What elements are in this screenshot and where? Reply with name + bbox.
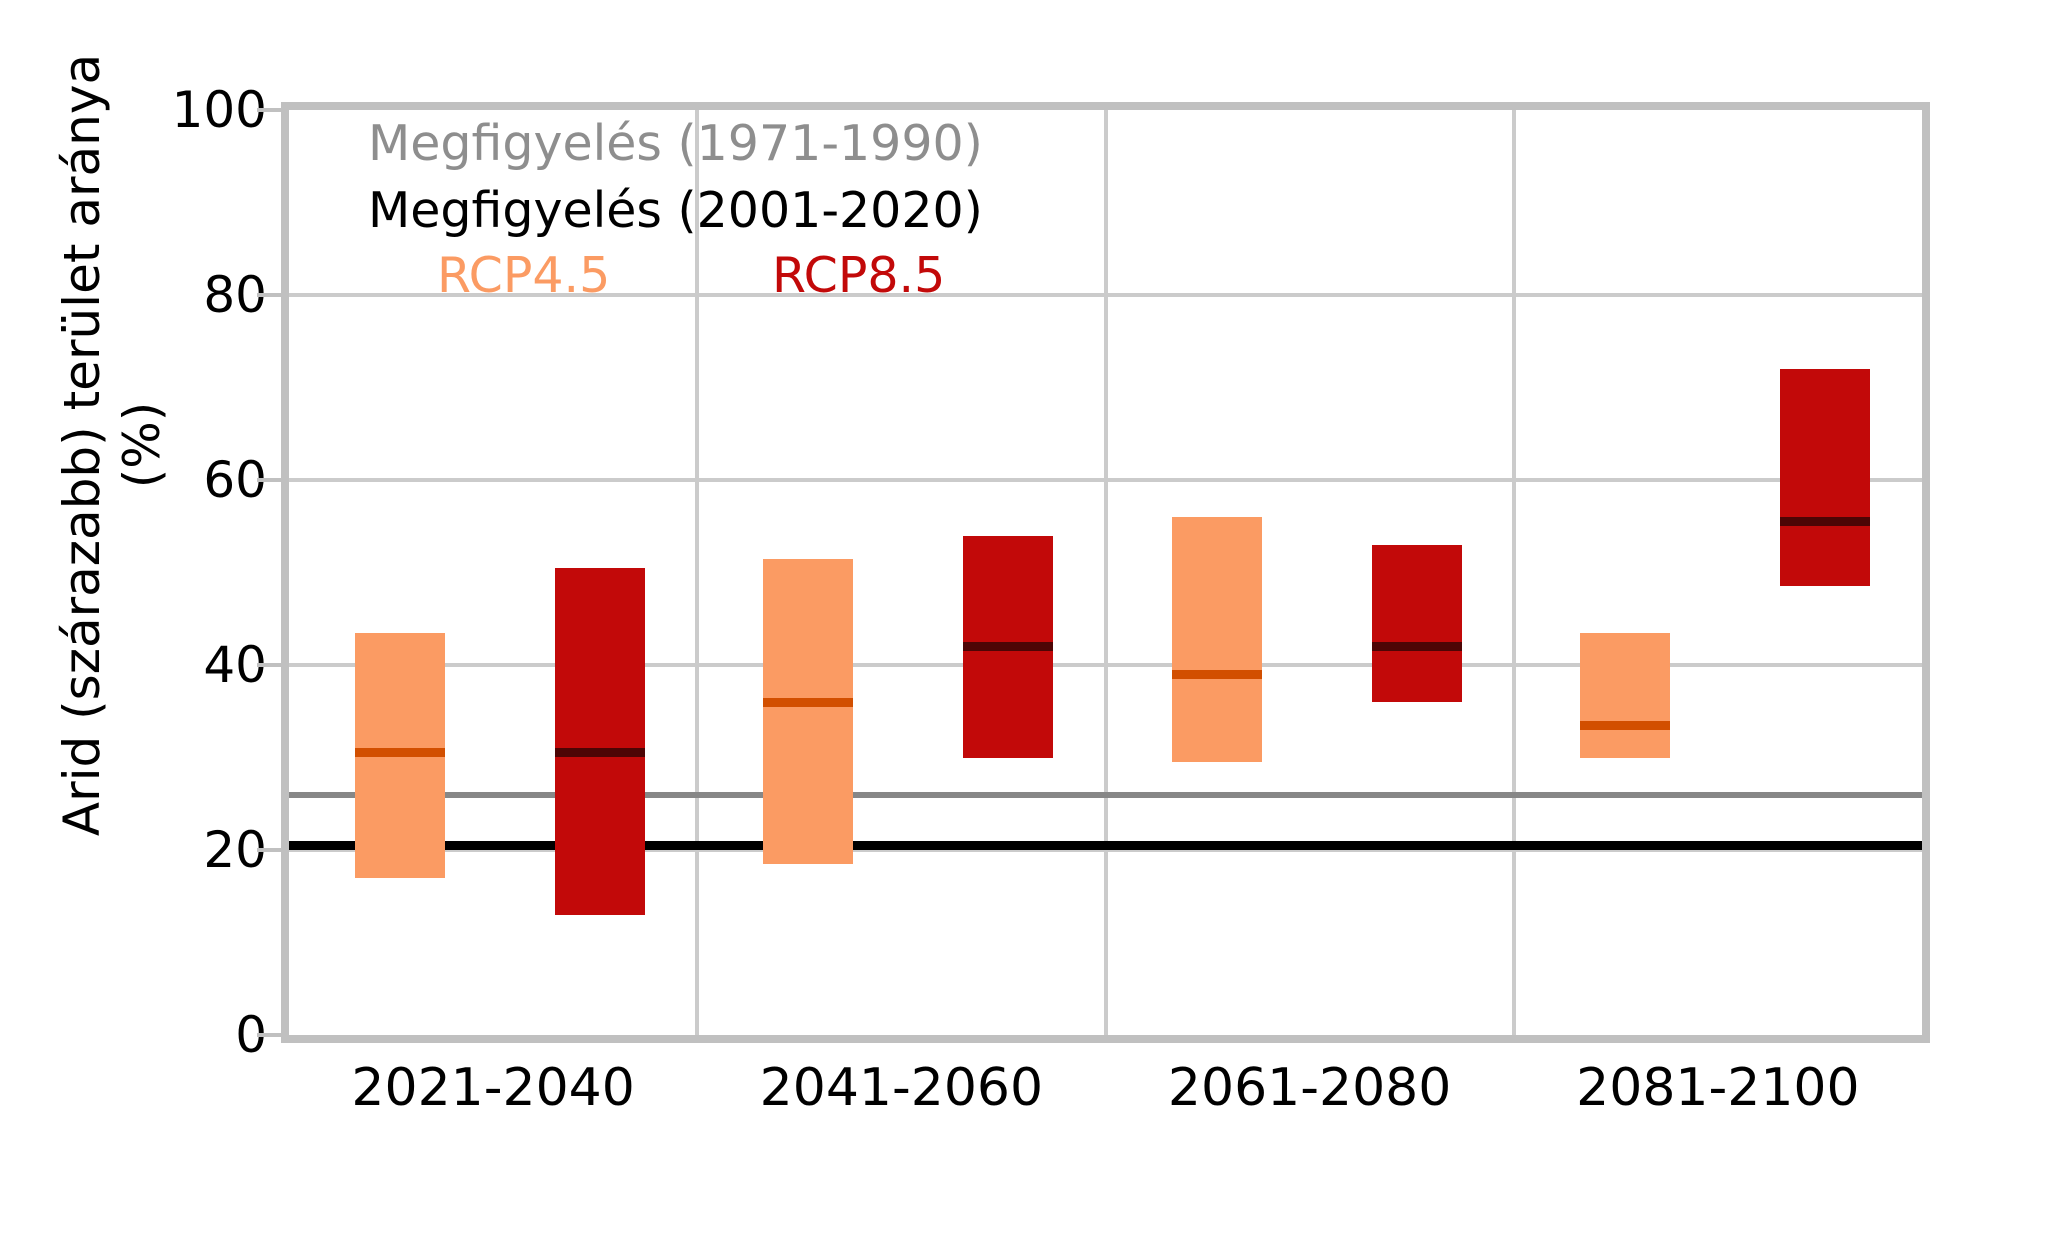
bar-rcp45-2061-2080 — [1171, 517, 1262, 763]
bar-rcp85-2061-2080 — [1371, 544, 1462, 702]
x-tick-label-2061-2080: 2061-2080 — [1167, 1058, 1452, 1118]
bar-rcp45-2081-2100 — [1579, 632, 1670, 758]
y-tick-mark-60 — [257, 478, 281, 482]
x-tick-label-2041-2060: 2041-2060 — [759, 1058, 1044, 1118]
median-rcp45-2041-2060 — [763, 697, 854, 707]
median-rcp85-2021-2040 — [555, 748, 645, 758]
v-grid-line-3 — [1511, 110, 1516, 1035]
obs-line--1971-1990- — [289, 791, 1922, 798]
bar-rcp85-2081-2100 — [1779, 369, 1870, 587]
y-tick-mark-80 — [257, 293, 281, 297]
median-rcp45-2021-2040 — [355, 748, 445, 758]
v-grid-line-1 — [695, 110, 700, 1035]
obs-line--2001-2020- — [289, 840, 1922, 850]
y-tick-mark-100 — [257, 108, 281, 112]
x-tick-label-2021-2040: 2021-2040 — [351, 1058, 635, 1118]
y-tick-label-80: 80 — [203, 266, 267, 324]
y-tick-label-0: 0 — [235, 1006, 267, 1064]
y-tick-label-40: 40 — [203, 636, 267, 694]
y-tick-mark-40 — [257, 663, 281, 667]
bar-rcp45-2041-2060 — [763, 558, 854, 864]
x-tick-label-2081-2100: 2081-2100 — [1576, 1058, 1860, 1118]
y-tick-label-60: 60 — [203, 451, 267, 509]
median-rcp85-2081-2100 — [1779, 517, 1870, 527]
median-rcp85-2041-2060 — [963, 642, 1054, 651]
plot-area — [257, 108, 1922, 1037]
y-tick-mark-0 — [257, 1033, 281, 1037]
v-grid-line-2 — [1103, 110, 1108, 1035]
y-tick-label-20: 20 — [203, 821, 267, 879]
legend-obs-2001-2020: Megfigyelés (2001-2020) — [368, 182, 983, 239]
bar-rcp85-2041-2060 — [963, 535, 1054, 758]
median-rcp45-2061-2080 — [1171, 669, 1262, 679]
bar-rcp85-2021-2040 — [555, 567, 645, 915]
bar-rcp45-2021-2040 — [355, 632, 445, 878]
median-rcp85-2061-2080 — [1371, 642, 1462, 651]
plot-frame — [281, 102, 1930, 1043]
y-tick-mark-20 — [257, 848, 281, 852]
legend-obs-1971-1990: Megfigyelés (1971-1990) — [368, 115, 983, 172]
y-tick-label-100: 100 — [171, 81, 267, 139]
median-rcp45-2081-2100 — [1579, 720, 1670, 730]
